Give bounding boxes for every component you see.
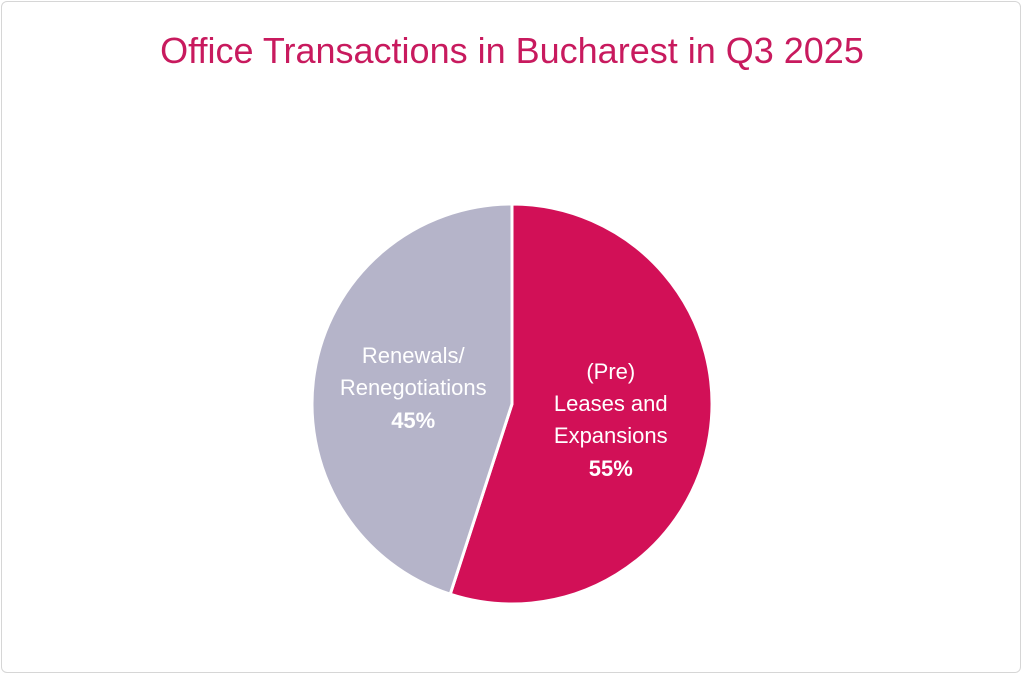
slice-label: Renewals/ Renegotiations: [339, 343, 487, 401]
chart-title: Office Transactions in Bucharest in Q3 2…: [160, 30, 864, 71]
slice-label: (Pre) Leases and Expansions: [553, 358, 668, 448]
pie-slice: [310, 202, 514, 597]
pie-slice: [448, 202, 714, 606]
value-label: 45%: [391, 408, 436, 434]
value-label: 55%: [588, 455, 633, 481]
